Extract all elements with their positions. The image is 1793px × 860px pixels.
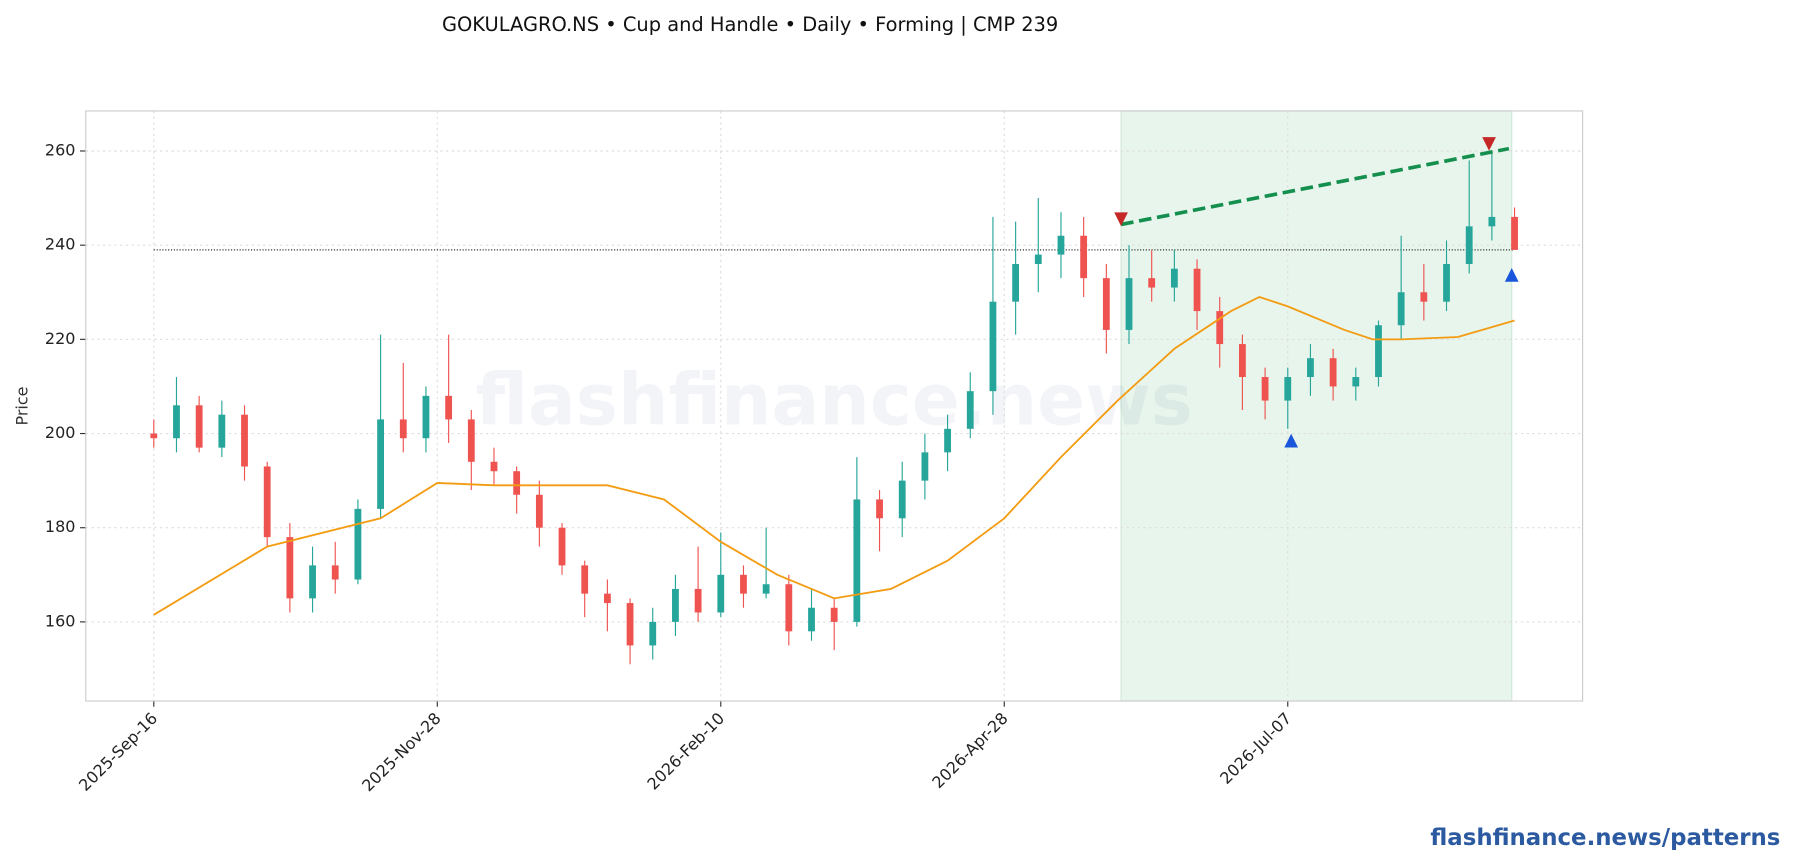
candle-body [1148, 278, 1156, 288]
candle-body [173, 405, 180, 439]
candle-body [944, 428, 951, 453]
candle-body [513, 471, 521, 495]
y-tick-label: 260 [45, 140, 76, 159]
candle-body [649, 621, 657, 646]
candle-body [1488, 216, 1496, 227]
candle-body [558, 527, 566, 566]
y-tick-label: 240 [45, 235, 76, 254]
candle-body [672, 588, 679, 622]
candle-body [1057, 235, 1065, 255]
candle-body [535, 494, 543, 528]
candle-body [1443, 264, 1450, 302]
pivot-marker [1284, 433, 1299, 448]
x-tick-label: 2025-Sep-16 [75, 709, 161, 795]
candle-body [1329, 358, 1337, 387]
candle-body [785, 584, 793, 632]
y-tick-label: 220 [45, 329, 76, 348]
candle-body [717, 574, 725, 613]
watermark: flashfinance.news [475, 358, 1192, 441]
candle-body [1307, 358, 1314, 378]
candle-body [876, 499, 883, 519]
candle-body [966, 391, 974, 429]
candle-body [762, 584, 770, 594]
candle-body [740, 574, 747, 594]
x-tick-label: 2025-Nov-28 [358, 709, 445, 796]
candle-body [1284, 377, 1292, 401]
candle-body [1102, 278, 1110, 330]
candle-body [1397, 292, 1405, 326]
candle-body [354, 508, 362, 580]
candle-body [1080, 235, 1088, 279]
candle-body [1193, 268, 1201, 312]
x-tick-label: 2026-Feb-10 [643, 709, 728, 794]
candle-body [989, 301, 997, 392]
candle-body [898, 480, 906, 519]
footer: flashfinance.news/patterns [1430, 825, 1780, 851]
candle-body [1261, 377, 1269, 401]
pivot-marker [1504, 267, 1519, 282]
plot-frame [85, 110, 1584, 702]
resistance-line [1120, 146, 1510, 227]
candle-body [150, 433, 158, 439]
moving-average [153, 295, 1515, 616]
chart-title: GOKULAGRO.NS • Cup and Handle • Daily • … [442, 13, 1058, 36]
candle-body [218, 414, 226, 448]
candle-body [377, 419, 384, 509]
candle-body [1170, 268, 1178, 288]
candle-body [808, 607, 815, 632]
candle-body [1125, 278, 1133, 330]
candle-body [422, 395, 430, 439]
pivot-marker [1482, 137, 1496, 151]
candle-body [1375, 325, 1382, 378]
candle-body [626, 603, 634, 646]
candle-body [1239, 344, 1246, 378]
candle-body [1216, 311, 1224, 345]
candle-body [309, 565, 316, 599]
plot-area: flashfinance.news 160 180 200 220 240 260 2025-… [45, 110, 1584, 796]
candle-body [467, 419, 475, 462]
y-axis-label: Price [12, 386, 31, 425]
candle-body [263, 466, 271, 538]
candle-body [195, 405, 203, 448]
candle-body [830, 607, 838, 622]
candle-body [331, 565, 339, 580]
candle-body [1352, 377, 1360, 387]
candle-body [694, 588, 702, 613]
candle-body [286, 537, 294, 599]
candle-body [921, 452, 929, 481]
pattern-zone [1120, 110, 1513, 702]
pivot-marker [1114, 212, 1128, 227]
candle-body [1034, 254, 1042, 265]
x-tick-label: 2026-Apr-28 [928, 709, 1011, 792]
candle-body [603, 593, 611, 604]
candle-body [490, 461, 498, 472]
candle-body [1511, 216, 1518, 250]
y-tick-label: 200 [45, 423, 76, 442]
candle-body [399, 419, 407, 439]
candle-body [1420, 292, 1428, 302]
y-tick-label: 160 [45, 611, 76, 630]
candle-body [1012, 264, 1020, 302]
candle-body [445, 395, 453, 420]
y-tick-label: 180 [45, 517, 76, 536]
candle-body [1465, 226, 1473, 265]
candle-body [241, 414, 248, 467]
candle-body [581, 565, 589, 594]
x-tick-label: 2026-Jul-07 [1216, 709, 1295, 788]
candle-body [853, 499, 861, 622]
